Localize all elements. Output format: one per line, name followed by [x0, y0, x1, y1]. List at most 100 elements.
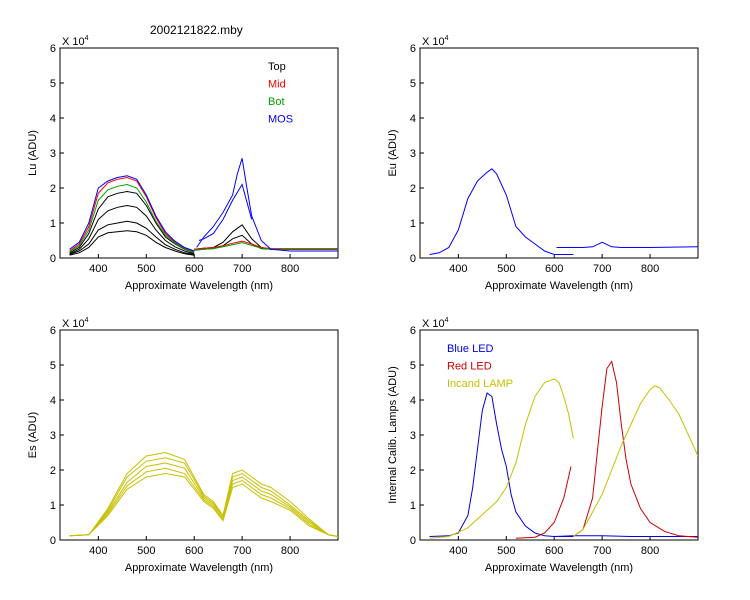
x-tick-label: 600 — [185, 545, 203, 557]
y-tick-label: 3 — [410, 148, 416, 160]
plot-frame — [59, 47, 339, 259]
x-tick-label: 700 — [233, 263, 251, 275]
series-top-line — [194, 224, 338, 250]
series-mid-line — [69, 176, 195, 253]
x-tick-label: 800 — [641, 545, 659, 557]
y-tick-label: 0 — [50, 535, 56, 547]
x-tick-label: 500 — [137, 263, 155, 275]
x-tick-label: 500 — [497, 263, 515, 275]
y-tick-label: 1 — [50, 218, 56, 230]
y-tick-label: 5 — [410, 78, 416, 90]
y-exponent-label: X 104 — [62, 35, 89, 48]
x-tick-label: 600 — [185, 263, 203, 275]
y-tick-label: 3 — [50, 148, 56, 160]
legend-entry: Incand LAMP — [447, 378, 513, 390]
legend-entry: Red LED — [447, 361, 492, 373]
y-tick-label: 6 — [410, 325, 416, 337]
y-tick-label: 6 — [50, 43, 56, 55]
x-tick-label: 700 — [593, 263, 611, 275]
y-tick-label: 4 — [410, 395, 416, 407]
series-top-line — [69, 190, 195, 254]
chart-es: 400 500 600 700 800 0 1 2 3 4 5 6 X 104 Approximate W… — [27, 317, 339, 574]
y-tick-label: 1 — [410, 218, 416, 230]
series-incand-lamp-line — [429, 378, 574, 539]
chart-calib: 400 500 600 700 800 0 1 2 3 4 5 6 X 104 Approximate W… — [387, 317, 699, 574]
y-tick-label: 2 — [410, 465, 416, 477]
series-bot-line — [69, 183, 195, 253]
y-tick-label: 2 — [50, 465, 56, 477]
series-mid-line — [194, 240, 338, 250]
series-blue-led-line — [554, 535, 698, 537]
y-tick-label: 5 — [410, 360, 416, 372]
chart-lu: 400 500 600 700 800 0 1 2 3 4 5 6 X 104 Approximate W… — [27, 35, 339, 292]
y-tick-label: 2 — [50, 183, 56, 195]
y-tick-label: 0 — [50, 253, 56, 265]
series-red-led-line — [573, 360, 698, 538]
plot-frame — [59, 329, 339, 541]
y-tick-label: 0 — [410, 535, 416, 547]
y-axis-label: Lu (ADU) — [27, 130, 39, 176]
x-tick-label: 400 — [449, 545, 467, 557]
y-tick-label: 1 — [50, 500, 56, 512]
y-tick-label: 4 — [50, 395, 56, 407]
y-tick-label: 3 — [50, 430, 56, 442]
y-axis-label: Internal Calib. Lamps (ADU) — [387, 366, 399, 504]
y-tick-label: 5 — [50, 360, 56, 372]
series-mos-line — [69, 175, 195, 252]
x-axis-label: Approximate Wavelength (nm) — [485, 280, 633, 292]
x-tick-label: 700 — [593, 545, 611, 557]
series-top-line — [69, 204, 195, 255]
y-tick-label: 3 — [410, 430, 416, 442]
y-exponent-label: X 104 — [422, 317, 449, 330]
legend-entry: Blue LED — [447, 343, 494, 355]
x-tick-label: 500 — [137, 545, 155, 557]
x-tick-label: 500 — [497, 545, 515, 557]
x-tick-label: 800 — [281, 263, 299, 275]
y-tick-label: 1 — [410, 500, 416, 512]
x-axis-label: Approximate Wavelength (nm) — [125, 562, 273, 574]
y-tick-label: 2 — [410, 183, 416, 195]
series-blue-led-line — [429, 392, 574, 537]
x-tick-label: 400 — [89, 263, 107, 275]
legend-entry: Bot — [268, 96, 285, 108]
series-es-line — [69, 451, 338, 537]
legend-entry: Mid — [268, 79, 286, 91]
y-tick-label: 4 — [410, 113, 416, 125]
series-mos-line — [196, 158, 338, 252]
y-tick-label: 6 — [410, 43, 416, 55]
plot-frame — [419, 47, 699, 259]
y-exponent-label: X 104 — [422, 35, 449, 48]
x-axis-label: Approximate Wavelength (nm) — [125, 280, 273, 292]
x-tick-label: 600 — [545, 545, 563, 557]
y-axis-label: Es (ADU) — [27, 412, 39, 458]
series-es-line — [69, 472, 338, 537]
x-tick-label: 600 — [545, 263, 563, 275]
figure-title: 2002121822.mby — [150, 23, 243, 37]
y-tick-label: 0 — [410, 253, 416, 265]
series-eu-line — [556, 241, 698, 248]
x-axis-label: Approximate Wavelength (nm) — [485, 562, 633, 574]
series-top-line — [69, 220, 195, 255]
series-red-led-line — [515, 466, 572, 539]
x-tick-label: 400 — [89, 545, 107, 557]
legend-entry: MOS — [268, 114, 293, 126]
y-tick-label: 6 — [50, 325, 56, 337]
legend-entry: Top — [268, 61, 286, 73]
y-axis-label: Eu (ADU) — [387, 129, 399, 176]
x-tick-label: 800 — [281, 545, 299, 557]
x-tick-label: 700 — [233, 545, 251, 557]
y-tick-label: 5 — [50, 78, 56, 90]
series-incand-lamp-line — [573, 385, 698, 537]
x-tick-label: 400 — [449, 263, 467, 275]
series-bot-line — [194, 242, 338, 251]
series-mos-line — [198, 183, 253, 241]
y-tick-label: 4 — [50, 113, 56, 125]
series-eu-line — [429, 168, 574, 255]
series-es-line — [69, 467, 338, 537]
chart-eu: 400 500 600 700 800 0 1 2 3 4 5 6 X 104 Approximate W… — [387, 35, 699, 292]
y-exponent-label: X 104 — [62, 317, 89, 330]
series-top-line — [69, 230, 195, 256]
x-tick-label: 800 — [641, 263, 659, 275]
